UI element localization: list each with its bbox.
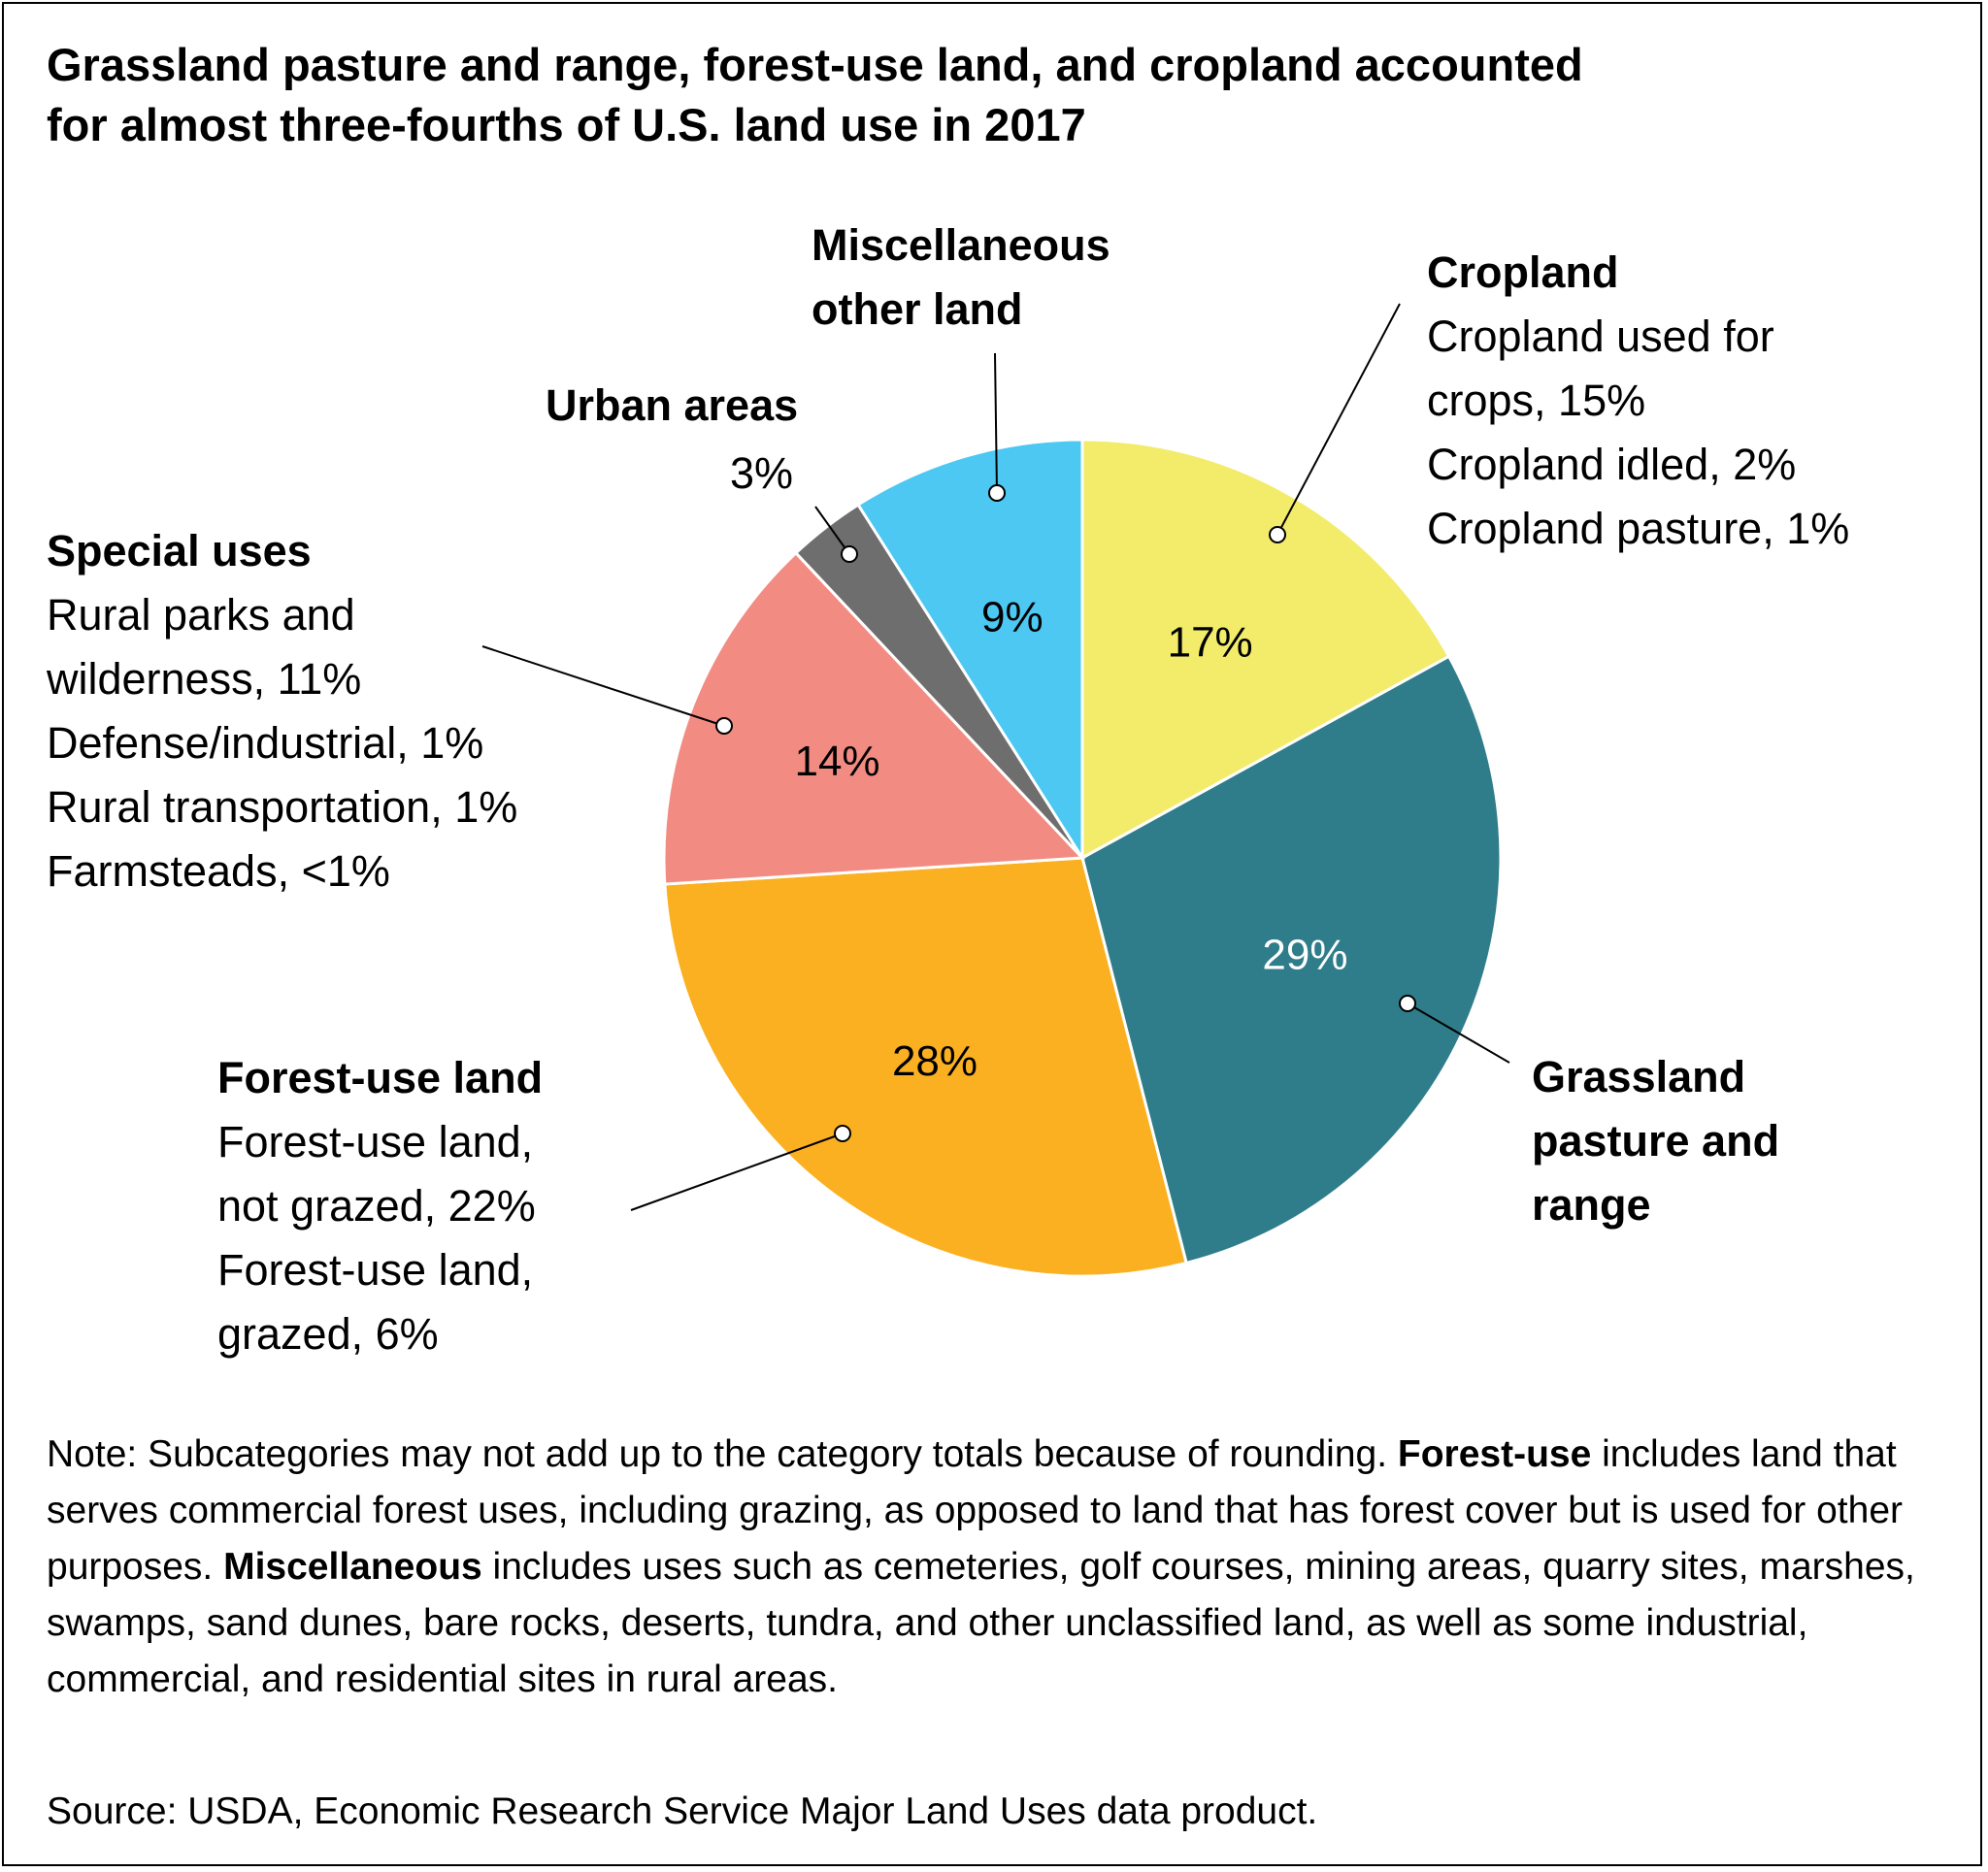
leader-line-forest	[630, 1133, 844, 1211]
misc-heading-2: other land	[812, 284, 1023, 334]
slice-label-miscellaneous-other-land: 9%	[981, 594, 1044, 641]
leader-line-special-uses	[481, 645, 725, 727]
special-uses-line-4: Rural transportation, 1%	[47, 782, 518, 832]
leader-line-grassland	[1407, 1002, 1510, 1064]
note-text-2: includes land that serves commercial for…	[47, 1433, 1903, 1588]
forest-callout: Forest-use land Forest-use land, not gra…	[217, 1046, 543, 1366]
leader-line-urban	[814, 506, 850, 555]
leader-dot-grassland	[1399, 995, 1416, 1012]
cropland-line-4: Cropland pasture, 1%	[1427, 504, 1850, 553]
slice-label-grassland-pasture-and-range: 29%	[1262, 931, 1347, 978]
grassland-heading-1: Grassland	[1532, 1052, 1746, 1101]
chart-source: Source: USDA, Economic Research Service …	[47, 1790, 1318, 1832]
special-uses-line-1: Rural parks and	[47, 590, 355, 640]
special-uses-line-5: Farmsteads, <1%	[47, 846, 390, 896]
cropland-callout: Cropland Cropland used for crops, 15% Cr…	[1427, 241, 1849, 561]
leader-dot-misc	[988, 484, 1006, 502]
misc-heading-1: Miscellaneous	[812, 220, 1110, 270]
forest-heading: Forest-use land	[217, 1053, 544, 1102]
special-uses-line-3: Defense/industrial, 1%	[47, 718, 484, 768]
cropland-heading: Cropland	[1427, 247, 1619, 297]
urban-heading: Urban areas	[546, 380, 799, 430]
special-uses-callout: Special uses Rural parks and wilderness,…	[47, 519, 517, 903]
title-line-1: Grassland pasture and range, forest-use …	[47, 39, 1583, 90]
pie-slice-miscellaneous-other-land	[855, 438, 1084, 864]
forest-line-3: Forest-use land,	[217, 1245, 534, 1295]
chart-note: Note: Subcategories may not add up to th…	[47, 1427, 1949, 1708]
leader-dot-urban	[841, 545, 858, 563]
forest-line-1: Forest-use land,	[217, 1117, 534, 1166]
leader-dot-forest	[834, 1125, 851, 1142]
cropland-line-3: Cropland idled, 2%	[1427, 440, 1797, 489]
special-uses-heading: Special uses	[47, 526, 312, 575]
pie-slice-special-uses	[662, 550, 1086, 886]
note-bold-forest-use: Forest-use	[1397, 1433, 1592, 1475]
pie-slice-grassland-pasture-and-range	[1080, 654, 1503, 1265]
title-line-2: for almost three-fourths of U.S. land us…	[47, 99, 1086, 150]
special-uses-line-2: wilderness, 11%	[47, 654, 362, 704]
cropland-line-1: Cropland used for	[1427, 312, 1774, 361]
leader-dot-special-uses	[715, 717, 733, 735]
grassland-heading-3: range	[1532, 1180, 1651, 1230]
note-text-1: Note: Subcategories may not add up to th…	[47, 1433, 1398, 1475]
misc-callout: Miscellaneous other land	[812, 213, 1110, 342]
grassland-heading-2: pasture and	[1532, 1116, 1780, 1166]
note-text-3: includes uses such as cemeteries, golf c…	[47, 1546, 1915, 1700]
slice-label-special-uses: 14%	[794, 738, 879, 785]
note-bold-miscellaneous: Miscellaneous	[223, 1546, 482, 1588]
slice-label-cropland: 17%	[1168, 618, 1253, 666]
cropland-line-2: crops, 15%	[1427, 376, 1646, 425]
urban-callout: Urban areas	[546, 374, 798, 438]
forest-line-2: not grazed, 22%	[217, 1181, 536, 1231]
leader-line-misc	[994, 352, 998, 494]
slice-label-forest-use-land: 28%	[892, 1037, 977, 1085]
urban-value: 3%	[730, 448, 794, 498]
forest-line-4: grazed, 6%	[217, 1309, 439, 1359]
chart-title: Grassland pasture and range, forest-use …	[47, 35, 1969, 155]
pie-slice-cropland	[1080, 438, 1451, 861]
pie-slice-forest-use-land	[663, 856, 1189, 1278]
leader-line-cropland	[1276, 303, 1401, 536]
leader-dot-cropland	[1269, 526, 1286, 543]
grassland-callout: Grassland pasture and range	[1532, 1045, 1779, 1237]
